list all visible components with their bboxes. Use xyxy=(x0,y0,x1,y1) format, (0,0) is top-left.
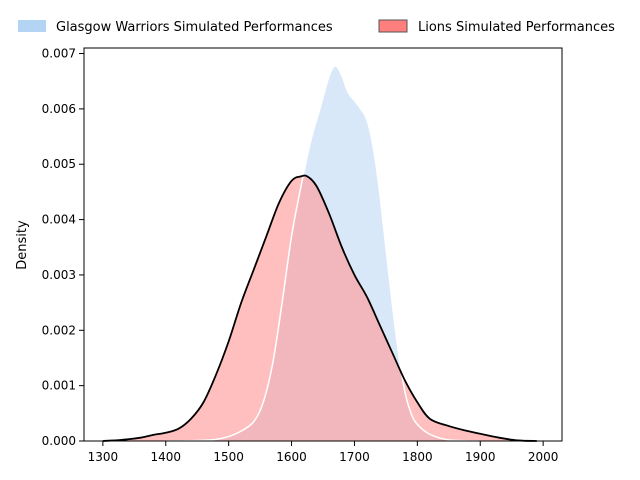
y-tick-label: 0.003 xyxy=(42,268,76,282)
x-tick-label: 1400 xyxy=(150,450,181,464)
x-tick-label: 1300 xyxy=(88,450,119,464)
y-tick-label: 0.006 xyxy=(42,102,76,116)
x-tick-label: 1800 xyxy=(402,450,433,464)
y-axis-label: Density xyxy=(15,220,30,270)
x-axis: 1300 1400 1500 1600 1700 1800 1900 2000 xyxy=(88,441,559,464)
glasgow-density-edge xyxy=(165,64,481,442)
x-tick-label: 1600 xyxy=(276,450,307,464)
x-tick-label: 2000 xyxy=(528,450,559,464)
legend-label-glasgow: Glasgow Warriors Simulated Performances xyxy=(56,20,333,35)
lions-density-line xyxy=(102,174,537,442)
legend: Glasgow Warriors Simulated Performances … xyxy=(18,19,615,35)
x-tick-label: 1900 xyxy=(465,450,496,464)
legend-swatch-lions xyxy=(378,19,408,33)
y-tick-label: 0.002 xyxy=(42,323,76,337)
legend-label-lions: Lions Simulated Performances xyxy=(418,20,615,35)
y-tick-label: 0.000 xyxy=(42,434,76,448)
y-tick-label: 0.007 xyxy=(42,47,76,61)
y-tick-label: 0.004 xyxy=(42,213,76,227)
y-axis: 0.000 0.001 0.002 0.003 0.004 0.005 0.006 0.007 xyxy=(42,47,84,448)
y-tick-label: 0.001 xyxy=(42,379,76,393)
x-tick-label: 1700 xyxy=(339,450,370,464)
legend-swatch-glasgow xyxy=(18,20,46,32)
x-tick-label: 1500 xyxy=(213,450,244,464)
axes-frame xyxy=(83,47,563,442)
plot-area xyxy=(102,64,537,442)
y-tick-label: 0.005 xyxy=(42,157,76,171)
lions-density-area xyxy=(102,175,537,442)
